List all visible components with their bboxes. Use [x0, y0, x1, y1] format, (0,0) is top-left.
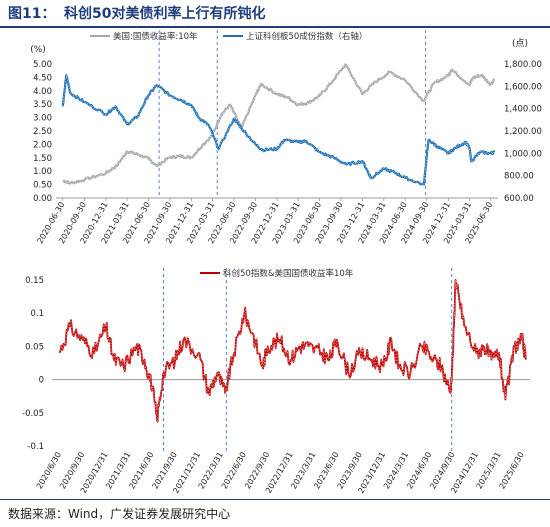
- top-y-left-tick-label: 1.00: [33, 167, 52, 177]
- top-y-right-tick-label: 1,400.00: [504, 105, 542, 115]
- top-y-left-tick-label: 2.00: [33, 140, 52, 150]
- bottom-series-correlation-line: [59, 279, 527, 422]
- figure-title: 科创50对美债利率上行有所钝化: [64, 6, 266, 22]
- top-chart: (%) (点) 美国:国债收益率:10年 上证科创板50成份指数（右轴） 0.0…: [30, 30, 542, 245]
- top-y-left-tick-label: 2.50: [33, 127, 52, 137]
- top-y-left-tick-label: 0.50: [33, 181, 52, 191]
- title-rule: [0, 26, 550, 28]
- bottom-chart: 科创50指数&美国国债收益率10年 -0.1-0.0500.050.10.152…: [22, 268, 530, 495]
- top-y-left-tick-label: 3.00: [33, 114, 52, 124]
- top-y-right-tick-label: 1,200.00: [504, 127, 542, 137]
- bottom-y-tick-label: 0: [39, 376, 44, 386]
- top-legend-grey-label: 美国:国债收益率:10年: [113, 31, 198, 42]
- top-y-right-tick-label: 1,000.00: [504, 149, 542, 159]
- top-y-left-tick-label: 4.50: [33, 73, 52, 83]
- bottom-y-tick-label: -0.05: [22, 409, 44, 419]
- top-plot-layer: 0.00 0.50 1.00 1.50 2.00 2.50 3.00 3.50 4.00 4.50…: [33, 30, 542, 245]
- top-series-star50-line: [62, 75, 495, 186]
- top-legend-blue-label: 上证科创板50成份指数（右轴）: [246, 31, 367, 42]
- source-rule: [0, 499, 550, 500]
- top-series-us10y-line: [62, 64, 495, 184]
- bottom-y-tick-label: 0.15: [25, 276, 44, 286]
- top-y-right-tick-label: 600.00: [504, 194, 534, 204]
- title-bar: 图11： 科创50对美债利率上行有所钝化: [0, 0, 550, 28]
- top-y-left-tick-label: 5.00: [33, 60, 52, 70]
- bottom-legend: 科创50指数&美国国债收益率10年: [200, 268, 354, 279]
- top-y-unit-right: (点): [512, 38, 528, 49]
- bottom-y-tick-label: -0.1: [27, 442, 44, 452]
- bottom-plot-layer: -0.1-0.0500.050.10.152020/6/302020/9/302…: [22, 268, 530, 495]
- top-y-right-tick-label: 1,800.00: [504, 60, 542, 70]
- top-y-unit-left: (%): [30, 45, 46, 55]
- top-y-right-tick-label: 1,600.00: [504, 82, 542, 92]
- figure-label: 图11：: [8, 6, 56, 22]
- top-legend: 美国:国债收益率:10年 上证科创板50成份指数（右轴）: [90, 31, 367, 42]
- top-y-left-tick-label: 4.00: [33, 87, 52, 97]
- bottom-y-tick-label: 0.1: [30, 309, 44, 319]
- top-y-left-tick-label: 0.00: [33, 194, 52, 204]
- source-text: 数据来源：Wind，广发证券发展研究中心: [8, 507, 231, 521]
- chart-canvas: (%) (点) 美国:国债收益率:10年 上证科创板50成份指数（右轴） 0.0…: [22, 30, 542, 495]
- bottom-legend-red-label: 科创50指数&美国国债收益率10年: [223, 268, 354, 279]
- bottom-y-tick-label: 0.05: [25, 342, 44, 352]
- top-y-right-tick-label: 800.00: [504, 172, 534, 182]
- top-y-left-tick-label: 1.50: [33, 154, 52, 164]
- source-bar: 数据来源：Wind，广发证券发展研究中心: [0, 499, 550, 527]
- top-y-left-tick-label: 3.50: [33, 100, 52, 110]
